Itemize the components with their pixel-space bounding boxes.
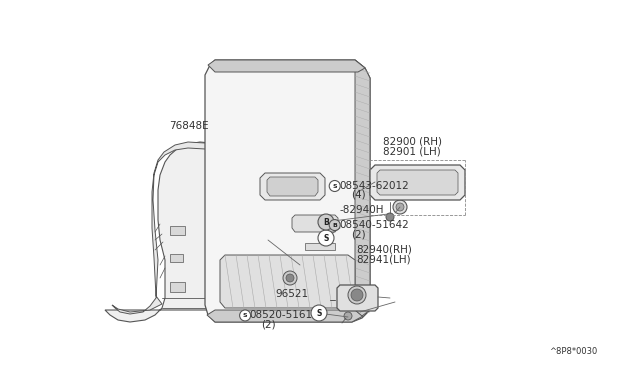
Circle shape [386,213,394,221]
Polygon shape [170,282,185,292]
Polygon shape [355,60,370,316]
Circle shape [351,289,363,301]
Polygon shape [207,310,363,322]
Text: B: B [332,222,337,228]
Text: 82900 (RH): 82900 (RH) [383,137,442,146]
Text: (4): (4) [351,190,365,200]
Text: S: S [316,308,322,317]
Circle shape [318,230,334,246]
Text: (2): (2) [351,230,365,239]
Text: S: S [332,183,337,189]
Circle shape [329,219,340,231]
Text: 76848E: 76848E [170,122,209,131]
Text: 08543-62012: 08543-62012 [339,181,409,191]
Polygon shape [205,60,370,322]
Polygon shape [377,170,458,195]
Text: -82940H: -82940H [339,205,384,215]
Polygon shape [260,173,325,200]
Text: S: S [323,234,329,243]
Circle shape [239,310,251,321]
Circle shape [286,274,294,282]
Text: S: S [243,313,248,318]
Polygon shape [337,285,378,311]
Circle shape [311,305,327,321]
Text: B: B [323,218,329,227]
Text: 08540-51642: 08540-51642 [339,220,409,230]
Polygon shape [208,60,365,72]
Polygon shape [292,215,338,232]
Text: 96521: 96521 [275,289,308,299]
Text: 82901 (LH): 82901 (LH) [383,146,440,156]
Text: 08520-51612: 08520-51612 [250,311,319,320]
Polygon shape [220,255,355,308]
Circle shape [396,203,404,211]
Circle shape [329,180,340,192]
Circle shape [318,214,334,230]
Polygon shape [370,165,465,200]
Text: 82940(RH): 82940(RH) [356,245,412,255]
Text: ^8P8*0030: ^8P8*0030 [549,347,597,356]
Polygon shape [170,254,183,262]
Circle shape [393,200,407,214]
Circle shape [344,312,352,320]
Polygon shape [305,243,335,250]
Circle shape [283,271,297,285]
Text: 82941(LH): 82941(LH) [356,254,411,264]
Circle shape [348,286,366,304]
Polygon shape [105,142,218,322]
Polygon shape [267,177,318,196]
Polygon shape [112,142,218,314]
Text: (2): (2) [261,320,276,329]
Polygon shape [170,226,185,235]
